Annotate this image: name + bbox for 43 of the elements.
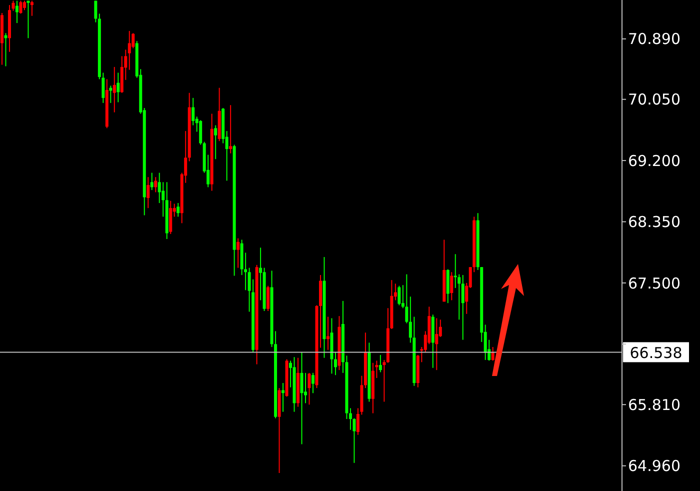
- candlestick: [229, 104, 232, 154]
- candlestick: [334, 352, 337, 376]
- candlestick: [236, 238, 240, 268]
- candlestick: [308, 372, 311, 406]
- candlestick: [461, 274, 464, 340]
- candlestick: [154, 176, 158, 193]
- candlestick: [435, 318, 438, 371]
- candlestick: [169, 200, 172, 234]
- candlestick: [26, 0, 30, 39]
- candlestick: [266, 285, 270, 312]
- y-tick-label: 65.810: [628, 396, 680, 414]
- candlestick: [405, 274, 408, 324]
- y-tick-label: 70.890: [628, 30, 680, 48]
- candlestick: [312, 372, 314, 394]
- candlestick: [146, 176, 150, 209]
- candlestick: [491, 346, 494, 362]
- y-tick-label: 67.500: [628, 274, 680, 292]
- candlestick: [300, 352, 304, 445]
- candlestick: [378, 354, 382, 373]
- candlestick: [150, 172, 154, 191]
- y-tick-label: 69.200: [628, 152, 680, 170]
- candlestick: [112, 66, 116, 113]
- candlestick: [128, 30, 131, 70]
- y-tick-label: 68.350: [628, 213, 680, 232]
- ref-line-label: 66.538: [630, 344, 682, 362]
- candlestick: [199, 120, 202, 146]
- candlestick: [19, 0, 22, 14]
- y-tick-label: 70.050: [628, 90, 680, 109]
- candlestick: [214, 124, 218, 160]
- candlestick: [282, 382, 285, 412]
- candlestick: [446, 268, 450, 304]
- candlestick: [22, 0, 26, 11]
- y-tick-label: 64.960: [628, 457, 680, 476]
- candlestick: [94, 0, 98, 23]
- candlestick: [30, 0, 34, 16]
- candlestick: [398, 285, 401, 306]
- candlestick: [450, 272, 454, 301]
- candlestick: [192, 97, 195, 126]
- candlestick: [382, 359, 386, 402]
- candlestick: [176, 202, 180, 218]
- candlestick: [326, 316, 330, 350]
- candlestick: [116, 72, 120, 103]
- candlestick: [15, 0, 18, 24]
